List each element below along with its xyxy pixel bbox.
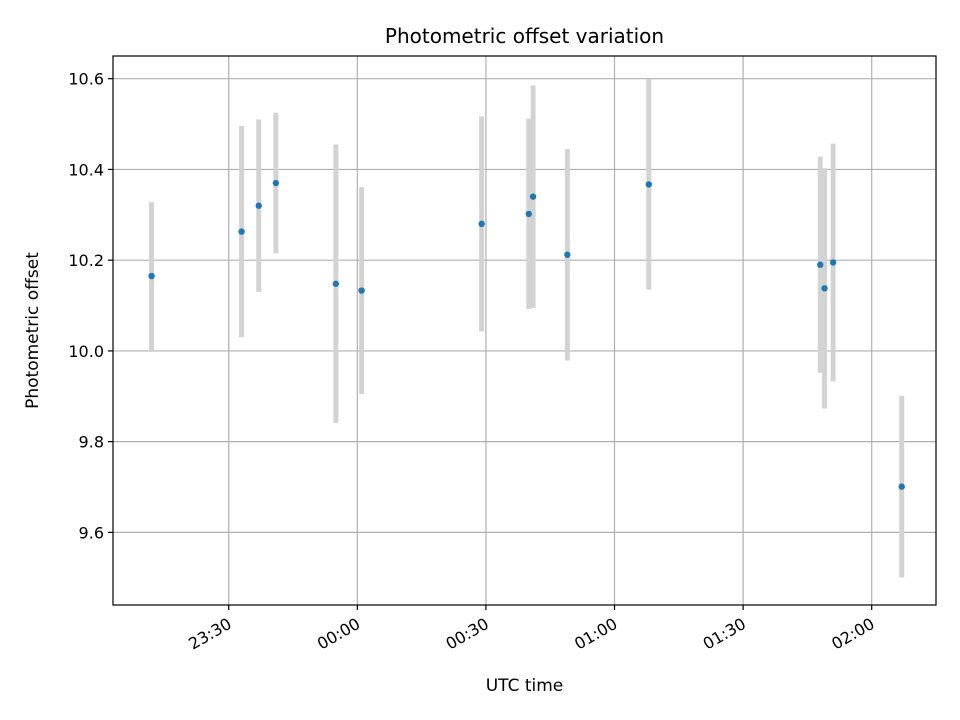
y-axis-ticks: 9.6 9.8 10.0 10.2 10.4 10.6 <box>68 70 113 542</box>
x-tick-label: 00:00 <box>314 614 363 654</box>
data-point <box>238 228 245 235</box>
y-tick-label: 9.6 <box>79 523 104 542</box>
data-point <box>645 181 653 188</box>
data-point <box>255 202 262 209</box>
y-tick-label: 10.0 <box>68 342 104 361</box>
point-layer <box>148 179 905 490</box>
chart-title: Photometric offset variation <box>385 24 664 48</box>
data-point <box>332 280 340 287</box>
x-tick-label: 23:30 <box>185 614 234 654</box>
x-tick-label: 00:30 <box>442 614 491 654</box>
data-point <box>272 179 280 187</box>
y-axis-label: Photometric offset <box>23 252 43 409</box>
data-point <box>817 261 824 268</box>
data-point <box>829 259 837 266</box>
data-point <box>358 287 365 294</box>
data-point <box>898 483 905 490</box>
x-tick-label: 02:00 <box>828 614 877 654</box>
errorbar-layer <box>149 79 905 578</box>
plot-frame <box>112 55 937 606</box>
y-tick-label: 10.4 <box>68 160 104 179</box>
x-tick-label: 01:00 <box>571 614 620 654</box>
y-tick-label: 10.2 <box>68 251 104 270</box>
data-point <box>148 272 155 280</box>
x-axis-ticks: 23:30 00:00 00:30 01:00 01:30 02:00 <box>185 605 878 654</box>
data-point <box>529 193 537 200</box>
y-tick-label: 9.8 <box>79 433 104 452</box>
x-axis-label: UTC time <box>486 676 564 696</box>
data-point <box>525 210 532 218</box>
data-point <box>821 285 828 292</box>
y-tick-label: 10.6 <box>68 70 104 89</box>
grid-layer <box>113 56 936 605</box>
x-tick-label: 01:30 <box>700 614 749 654</box>
data-point <box>478 220 485 228</box>
data-point <box>564 251 571 258</box>
